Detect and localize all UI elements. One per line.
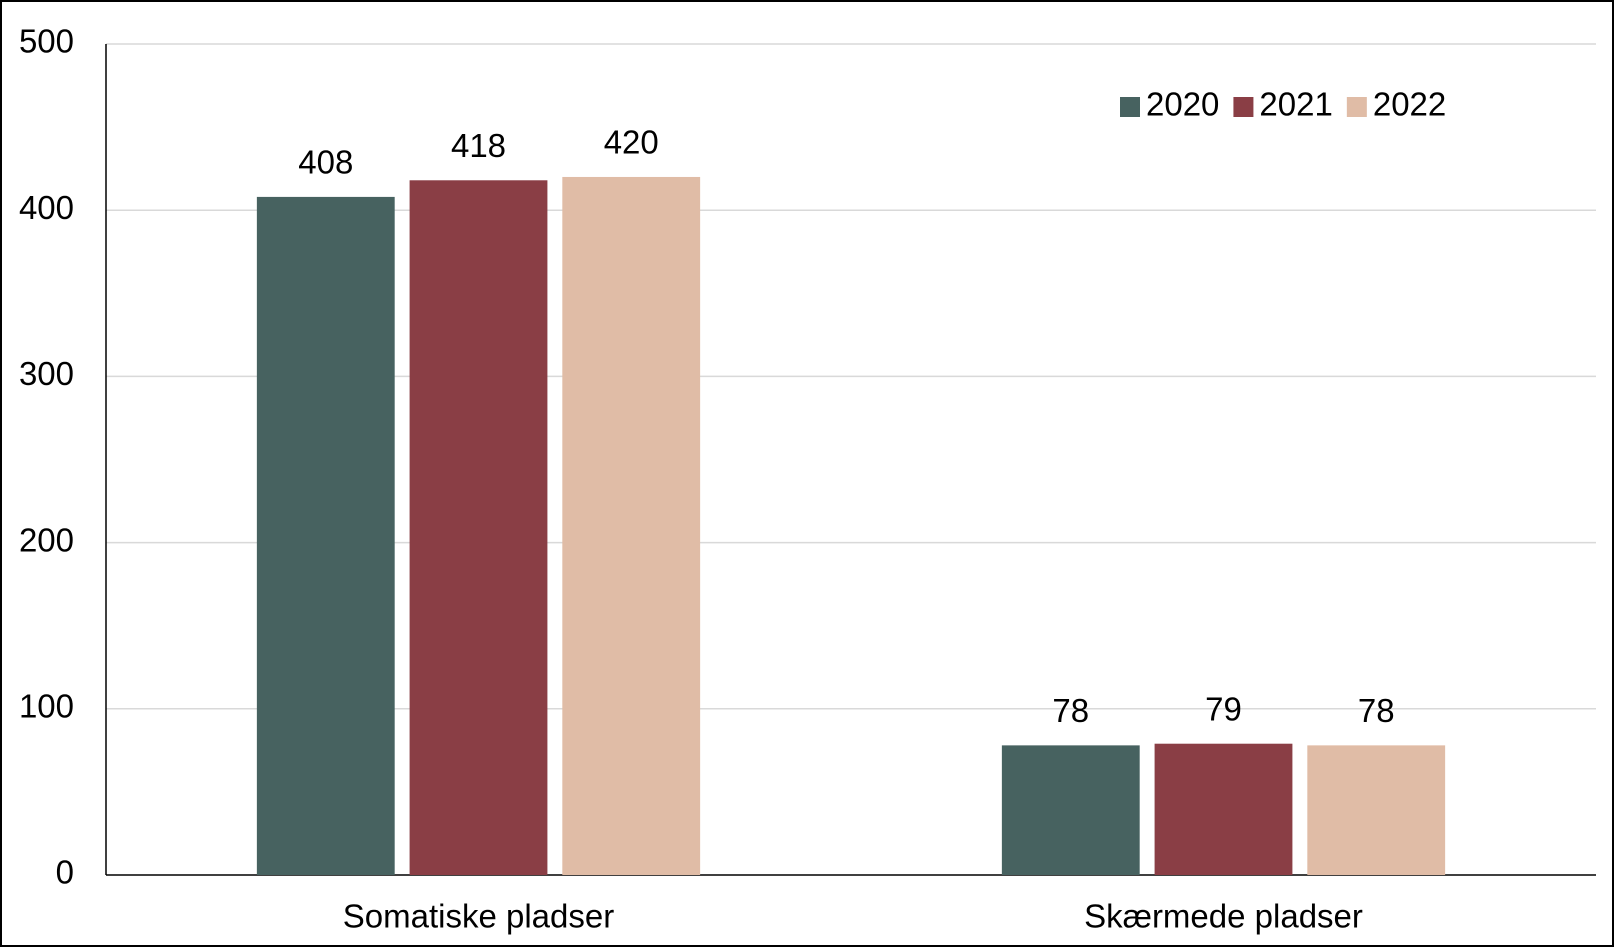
bar: [1001, 745, 1140, 875]
bar: [256, 196, 395, 876]
y-tick-label: 300: [19, 355, 74, 392]
data-label: 78: [1358, 692, 1395, 729]
bar: [1307, 745, 1446, 875]
bar: [409, 180, 548, 875]
y-tick-label: 500: [19, 23, 74, 60]
legend-swatch: [1120, 97, 1140, 117]
data-label: 78: [1052, 692, 1089, 729]
legend-label: 2021: [1259, 86, 1332, 123]
y-tick-label: 400: [19, 189, 74, 226]
legend-swatch: [1233, 97, 1254, 117]
y-tick-label: 100: [19, 688, 74, 725]
y-tick-label: 200: [19, 521, 74, 558]
data-label: 79: [1205, 690, 1242, 727]
legend-swatch: [1346, 97, 1367, 117]
legend-label: 2020: [1146, 86, 1219, 123]
legend-label: 2022: [1373, 86, 1446, 123]
x-tick-label: Skærmede pladser: [1084, 898, 1363, 935]
y-tick-label: 0: [56, 854, 74, 891]
data-label: 420: [604, 124, 659, 161]
x-tick-label: Somatiske pladser: [343, 898, 614, 935]
bar: [562, 176, 701, 875]
data-label: 418: [451, 127, 506, 164]
data-label: 408: [298, 144, 353, 181]
bar: [1154, 743, 1293, 875]
